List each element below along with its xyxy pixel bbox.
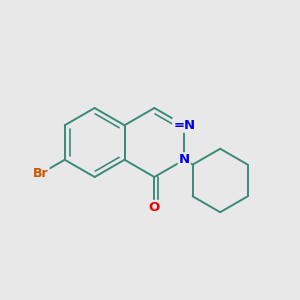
Text: N: N	[179, 153, 190, 166]
Text: O: O	[149, 201, 160, 214]
Text: Br: Br	[33, 167, 49, 180]
Text: =N: =N	[173, 119, 195, 132]
